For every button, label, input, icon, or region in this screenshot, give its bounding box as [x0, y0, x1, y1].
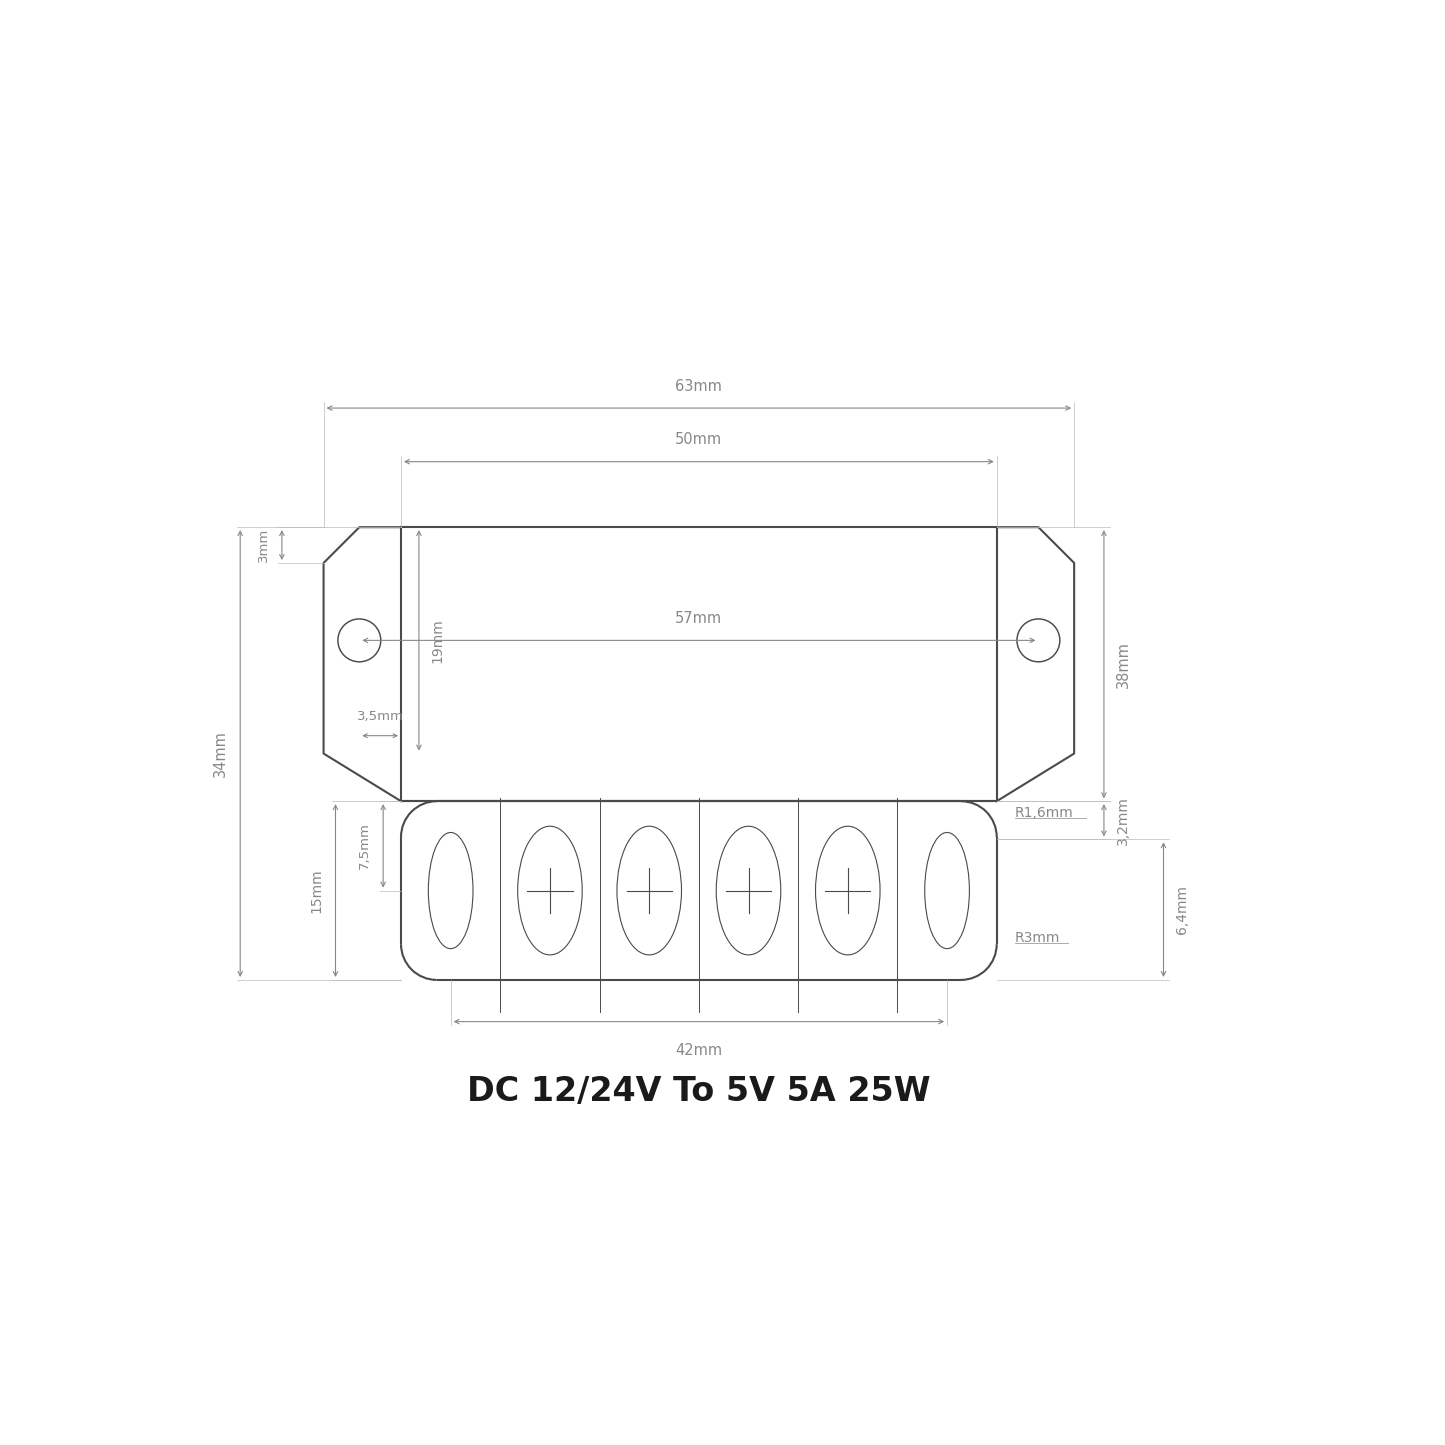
Text: 3mm: 3mm: [257, 527, 270, 562]
Text: 15mm: 15mm: [309, 868, 324, 913]
Text: 19mm: 19mm: [431, 618, 445, 663]
Text: 34mm: 34mm: [214, 730, 228, 777]
Text: DC 12/24V To 5V 5A 25W: DC 12/24V To 5V 5A 25W: [467, 1075, 931, 1108]
Text: 7,5mm: 7,5mm: [358, 822, 371, 870]
Text: R3mm: R3mm: [1014, 931, 1061, 945]
Text: 38mm: 38mm: [1116, 640, 1131, 688]
Text: 57mm: 57mm: [675, 611, 722, 626]
Text: 3,2mm: 3,2mm: [1116, 796, 1130, 845]
Text: 42mm: 42mm: [675, 1043, 722, 1058]
Text: 63mm: 63mm: [675, 379, 722, 394]
Text: R1,6mm: R1,6mm: [1014, 806, 1074, 821]
Text: 6,4mm: 6,4mm: [1175, 886, 1189, 933]
Text: 3,5mm: 3,5mm: [357, 709, 403, 722]
Text: 50mm: 50mm: [675, 432, 722, 448]
